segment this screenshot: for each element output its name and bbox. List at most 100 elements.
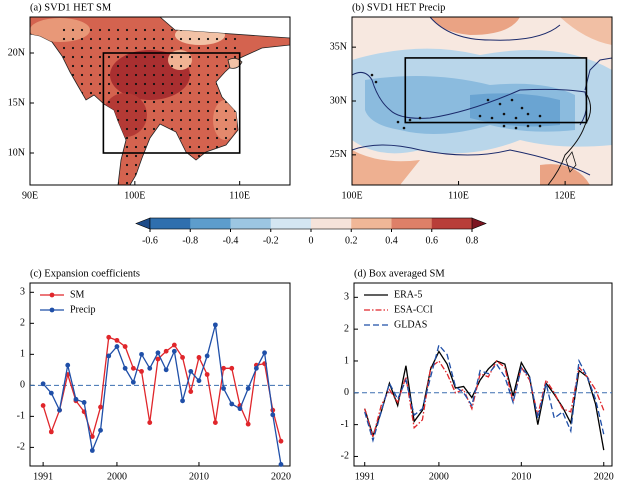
significance-dot bbox=[206, 73, 210, 77]
significance-dot bbox=[71, 64, 75, 68]
colorbar-tick-label: -0.4 bbox=[223, 235, 239, 246]
significance-dot bbox=[134, 46, 138, 50]
series-line bbox=[364, 343, 605, 443]
significance-dot bbox=[188, 118, 192, 122]
series-marker bbox=[204, 372, 210, 377]
legend-marker bbox=[49, 292, 55, 298]
significance-dot bbox=[134, 154, 138, 158]
significance-dot bbox=[125, 100, 129, 104]
significance-dot bbox=[224, 136, 228, 140]
panel-title: (d) Box averaged SM bbox=[354, 268, 445, 279]
series-marker bbox=[114, 344, 120, 349]
significance-dot bbox=[98, 91, 102, 95]
series-marker bbox=[188, 389, 194, 394]
significance-dot bbox=[116, 109, 120, 113]
significance-dot bbox=[396, 120, 400, 124]
colorbar-bin bbox=[351, 218, 392, 229]
significance-dot bbox=[179, 73, 183, 77]
significance-dot bbox=[179, 118, 183, 122]
significance-dot bbox=[80, 73, 84, 77]
significance-dot bbox=[116, 91, 120, 95]
legend-label: GLDAS bbox=[394, 319, 427, 330]
significance-dot bbox=[143, 145, 147, 149]
significance-dot bbox=[206, 127, 210, 131]
significance-dot bbox=[170, 28, 174, 32]
significance-dot bbox=[206, 118, 210, 122]
series-marker bbox=[237, 406, 243, 412]
significance-dot bbox=[224, 109, 228, 113]
x-tick-label: 2000 bbox=[429, 471, 449, 482]
significance-dot bbox=[89, 73, 93, 77]
x-tick-label: 100E bbox=[341, 190, 362, 201]
significance-dot bbox=[116, 46, 120, 50]
series-marker bbox=[212, 420, 218, 425]
significance-dot bbox=[161, 118, 165, 122]
y-tick-label: -2 bbox=[17, 442, 25, 453]
series-marker bbox=[98, 404, 103, 410]
significance-dot bbox=[71, 55, 75, 59]
plot-frame bbox=[29, 282, 291, 467]
colorbar-bin bbox=[311, 218, 352, 229]
y-tick-label: 3 bbox=[20, 287, 25, 298]
series-marker bbox=[278, 462, 284, 467]
significance-dot bbox=[402, 126, 406, 130]
y-tick-label: 35N bbox=[330, 41, 347, 52]
series-marker bbox=[163, 348, 169, 354]
significance-dot bbox=[418, 116, 422, 120]
significance-dot bbox=[370, 73, 374, 77]
significance-dot bbox=[152, 100, 156, 104]
significance-dot bbox=[179, 127, 183, 131]
series-marker bbox=[245, 386, 251, 391]
significance-dot bbox=[143, 118, 147, 122]
series-marker bbox=[147, 365, 153, 371]
legend-marker bbox=[49, 307, 55, 313]
significance-dot bbox=[188, 136, 192, 140]
significance-dot bbox=[224, 46, 228, 50]
x-tick-label: 110E bbox=[448, 190, 469, 201]
significance-dot bbox=[80, 46, 84, 50]
significance-dot bbox=[197, 64, 201, 68]
significance-dot bbox=[197, 91, 201, 95]
colorbar-tick-label: 0.8 bbox=[466, 235, 479, 246]
significance-dot bbox=[197, 46, 201, 50]
significance-dot bbox=[152, 109, 156, 113]
significance-dot bbox=[152, 127, 156, 131]
significance-dot bbox=[134, 37, 138, 41]
series-marker bbox=[155, 356, 161, 362]
significance-dot bbox=[134, 100, 138, 104]
significance-dot bbox=[134, 28, 138, 32]
legend-label: SM bbox=[70, 289, 85, 300]
significance-dot bbox=[179, 46, 183, 50]
significance-dot bbox=[510, 98, 514, 102]
series-marker bbox=[73, 396, 79, 402]
significance-dot bbox=[152, 118, 156, 122]
significance-dot bbox=[233, 37, 237, 41]
significance-dot bbox=[206, 46, 210, 50]
series-marker bbox=[229, 401, 235, 407]
y-tick-label: 2 bbox=[344, 323, 349, 334]
significance-dot bbox=[71, 46, 75, 50]
y-tick-label: -2 bbox=[341, 451, 349, 462]
significance-dot bbox=[215, 91, 219, 95]
significance-dot bbox=[188, 145, 192, 149]
significance-dot bbox=[161, 37, 165, 41]
significance-dot bbox=[224, 55, 228, 59]
colorbar-tick-label: 0.2 bbox=[345, 235, 358, 246]
series-marker bbox=[221, 386, 226, 391]
panel-title: (b) SVD1 HET Precip bbox=[352, 2, 445, 13]
significance-dot bbox=[62, 55, 66, 59]
x-tick-label: 2000 bbox=[107, 471, 127, 482]
significance-dot bbox=[179, 109, 183, 113]
series-marker bbox=[40, 403, 46, 408]
y-tick-label: 0 bbox=[344, 387, 349, 398]
series-line bbox=[364, 350, 605, 451]
significance-dot bbox=[116, 73, 120, 77]
colorbar-tick-label: 0 bbox=[309, 235, 314, 246]
series-marker bbox=[147, 420, 153, 425]
significance-dot bbox=[197, 55, 201, 59]
significance-dot bbox=[526, 112, 530, 116]
significance-dot bbox=[188, 46, 192, 50]
legend-label: ERA-5 bbox=[394, 289, 422, 300]
significance-dot bbox=[125, 172, 129, 176]
significance-dot bbox=[89, 82, 93, 86]
